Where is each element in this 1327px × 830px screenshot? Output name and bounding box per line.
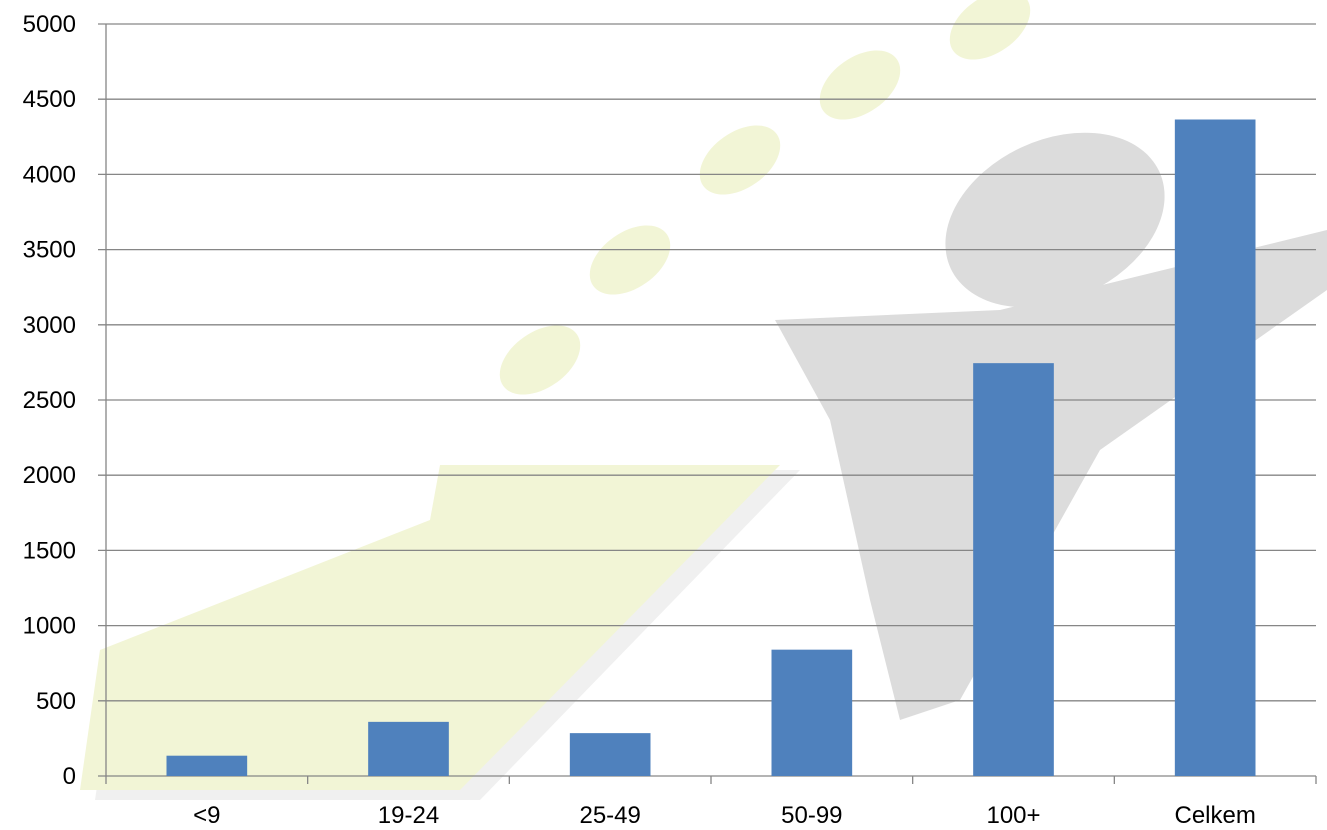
y-tick-label: 4000 [23, 161, 76, 188]
bar-1 [368, 721, 449, 776]
y-tick-labels: 0 500 1000 1500 2000 2500 3000 3500 4000 4500 5000 [23, 11, 76, 790]
bars [166, 119, 1256, 776]
gridlines [98, 23, 1316, 777]
y-tick-label: 0 [63, 763, 76, 790]
y-tick-label: 3500 [23, 237, 76, 264]
bar-3 [771, 649, 853, 776]
watermark-dot-1 [499, 325, 581, 395]
x-tick-label: 100+ [986, 802, 1040, 829]
x-tick-label: 50-99 [781, 802, 842, 829]
y-tick-label: 4500 [23, 86, 76, 113]
bar-4 [973, 363, 1054, 776]
x-tick-label: <9 [193, 802, 220, 829]
y-tick-label: 5000 [23, 11, 76, 38]
y-tick-label: 1500 [23, 537, 76, 564]
x-tick-label: Celkem [1174, 802, 1255, 829]
watermark-arrow [80, 465, 780, 790]
y-tick-label: 3000 [23, 312, 76, 339]
bar-5 [1174, 119, 1256, 776]
bar-2 [569, 733, 651, 776]
x-tick-label: 25-49 [579, 802, 640, 829]
watermark-dot-4 [819, 50, 901, 120]
bar-0 [166, 755, 248, 776]
x-tick-label: 19-24 [378, 802, 439, 829]
watermark-dot-3 [699, 125, 781, 195]
watermark-dot-2 [589, 225, 671, 295]
y-tick-label: 2000 [23, 462, 76, 489]
watermark-dot-5 [949, 0, 1031, 60]
y-tick-label: 1000 [23, 613, 76, 640]
axes [105, 24, 1317, 784]
x-tick-labels: <9 19-24 25-49 50-99 100+ Celkem [193, 802, 1256, 829]
y-tick-label: 500 [36, 688, 76, 715]
y-tick-label: 2500 [23, 387, 76, 414]
watermark-figure-head [945, 132, 1165, 308]
